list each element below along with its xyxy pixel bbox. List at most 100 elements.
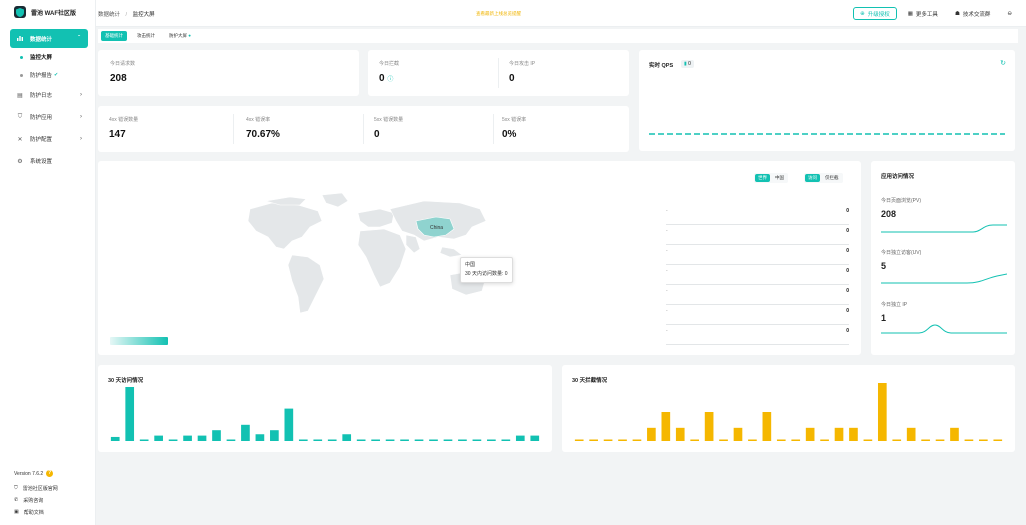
- help-icon[interactable]: ?: [46, 470, 54, 477]
- chart-bar[interactable]: [458, 439, 467, 442]
- stat-value: 147: [109, 129, 126, 140]
- chart-bar[interactable]: [226, 439, 236, 442]
- chart-bar[interactable]: [675, 427, 685, 441]
- chart-bar[interactable]: [690, 439, 700, 442]
- sidebar-item-settings[interactable]: ⚙ 系统设置: [0, 150, 96, 172]
- chart-bar[interactable]: [574, 439, 584, 442]
- chart-bar[interactable]: [371, 439, 380, 442]
- chart-bar[interactable]: [733, 427, 743, 441]
- footer-link-docs[interactable]: ▣ 帮助文档: [14, 506, 58, 518]
- doc-icon: ▣: [14, 509, 19, 515]
- chart-bar[interactable]: [414, 439, 424, 442]
- footer-link-purchase[interactable]: ✆ 采购咨询: [14, 494, 58, 506]
- chart-bar[interactable]: [356, 439, 366, 442]
- chart-bar[interactable]: [168, 439, 178, 442]
- chart-bar[interactable]: [791, 439, 801, 442]
- chart-bar[interactable]: [632, 439, 642, 442]
- metric-visit-button[interactable]: 访问: [805, 174, 820, 182]
- chart-bar[interactable]: [979, 439, 988, 442]
- metric-blocked-button[interactable]: 仅拦截: [825, 175, 839, 180]
- upgrade-button[interactable]: ⊕ 升级授权: [853, 7, 897, 20]
- chart-bar[interactable]: [776, 439, 786, 442]
- chart-bar[interactable]: [661, 412, 671, 441]
- chart-bar[interactable]: [212, 430, 221, 441]
- chart-bar[interactable]: [472, 439, 482, 442]
- chart-bar[interactable]: [183, 435, 192, 441]
- chart-bar[interactable]: [530, 435, 540, 441]
- sidebar-item-logs[interactable]: ▤ 防护日志 ›: [0, 84, 96, 106]
- logout-button[interactable]: ⊖: [1001, 7, 1018, 20]
- app-logo[interactable]: 雷池 WAF社区版: [14, 6, 76, 18]
- chart-bar[interactable]: [993, 439, 1003, 442]
- scope-world-button[interactable]: 世界: [755, 174, 770, 182]
- chart-bar[interactable]: [443, 439, 453, 442]
- stat-label: 今日独立 IP: [881, 302, 908, 308]
- chart-bar[interactable]: [805, 427, 815, 441]
- chart-bar[interactable]: [255, 434, 265, 441]
- chart-bar[interactable]: [748, 439, 757, 442]
- refresh-icon[interactable]: ↻: [1000, 60, 1006, 67]
- chart-bar[interactable]: [197, 435, 207, 441]
- sidebar-item-label: 数据统计: [30, 36, 53, 43]
- sidebar-item-apps[interactable]: ⛉ 防护应用 ›: [0, 106, 96, 128]
- tech-group-button[interactable]: ☗ 技术交流群: [949, 7, 996, 20]
- ranking-name: -: [666, 328, 668, 334]
- chart-bar[interactable]: [935, 439, 945, 442]
- sidebar-subitem-label: 防护报告: [30, 73, 53, 79]
- gear-icon: ⚙: [17, 158, 23, 165]
- scope-china-button[interactable]: 中国: [775, 175, 784, 180]
- tab-attack[interactable]: 攻击统计: [137, 33, 155, 38]
- chart-bar[interactable]: [719, 439, 728, 442]
- chart-bar[interactable]: [284, 408, 294, 441]
- chart-bar[interactable]: [834, 427, 844, 441]
- chart-bar[interactable]: [603, 439, 613, 442]
- upgrade-label: 升级授权: [867, 11, 890, 18]
- chart-bar[interactable]: [327, 439, 337, 442]
- europe-shape: [357, 208, 395, 228]
- info-icon[interactable]: ⓘ: [387, 77, 394, 83]
- chart-bar[interactable]: [589, 439, 598, 442]
- china-region[interactable]: [415, 216, 455, 238]
- chart-bar[interactable]: [154, 435, 163, 441]
- chart-bar[interactable]: [704, 412, 714, 441]
- chart-bar[interactable]: [385, 439, 395, 442]
- chart-bar[interactable]: [270, 430, 279, 441]
- tab-basic[interactable]: 基础统计: [101, 31, 127, 41]
- chart-bar[interactable]: [110, 436, 120, 441]
- chart-bar[interactable]: [241, 424, 250, 441]
- chart-bar[interactable]: [487, 439, 496, 442]
- chart-bar[interactable]: [820, 439, 829, 442]
- chart-bar[interactable]: [964, 439, 974, 442]
- chart-bar[interactable]: [298, 439, 308, 442]
- chart-bar[interactable]: [877, 383, 887, 441]
- chart-bar[interactable]: [863, 439, 873, 442]
- chart-bar[interactable]: [647, 427, 656, 441]
- stat-label: 今日拦截: [379, 61, 400, 67]
- chart-bar[interactable]: [921, 439, 930, 442]
- chart-bar[interactable]: [400, 439, 409, 442]
- breadcrumb-separator: /: [125, 12, 128, 18]
- breadcrumb-item[interactable]: 数据统计: [98, 12, 121, 18]
- chart-bar[interactable]: [515, 435, 525, 441]
- chart-bar[interactable]: [906, 427, 916, 441]
- chart-bar[interactable]: [429, 439, 438, 442]
- header-notice[interactable]: 查看最新上线总览提醒: [476, 11, 521, 16]
- chart-bar[interactable]: [125, 387, 135, 441]
- sidebar-item-config[interactable]: ✕ 防护配置 ›: [0, 128, 96, 150]
- chart-bar[interactable]: [501, 439, 511, 442]
- sidebar-subitem-report[interactable]: 防护报告 ✔: [0, 66, 96, 84]
- chart-bar[interactable]: [762, 412, 772, 441]
- sidebar-subitem-monitor[interactable]: 监控大屏: [0, 48, 96, 66]
- chart-bar[interactable]: [139, 439, 149, 442]
- chart-bar[interactable]: [849, 427, 858, 441]
- stat-label: 今日页面浏览(PV): [881, 198, 922, 204]
- more-tools-button[interactable]: ▦ 更多工具: [902, 7, 944, 20]
- sidebar-item-stats[interactable]: 数据统计 ˆ: [10, 29, 88, 48]
- chart-bar[interactable]: [342, 434, 352, 441]
- chart-bar[interactable]: [892, 439, 902, 442]
- footer-link-website[interactable]: ⛉ 雷池社区版官网: [14, 482, 58, 494]
- chart-bar[interactable]: [618, 439, 627, 442]
- tab-screen[interactable]: 防护大屏 ●: [165, 31, 195, 41]
- chart-bar[interactable]: [313, 439, 323, 442]
- chart-bar[interactable]: [950, 427, 959, 441]
